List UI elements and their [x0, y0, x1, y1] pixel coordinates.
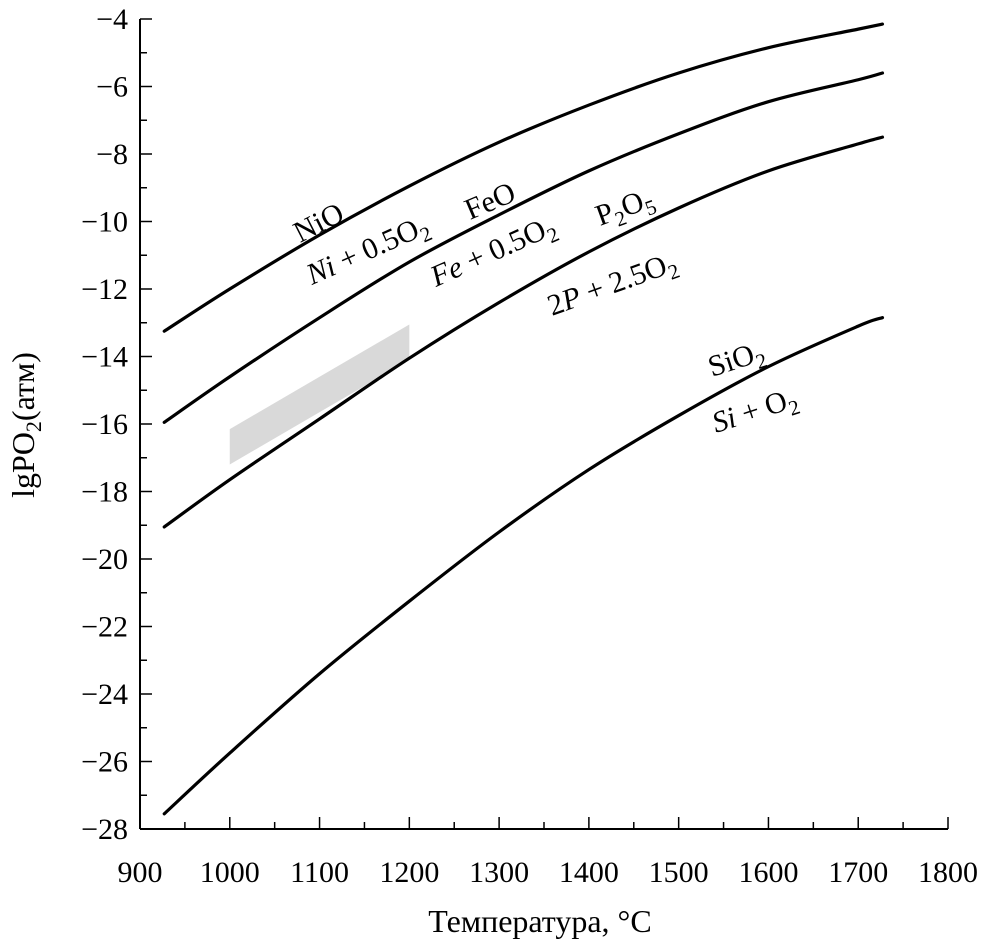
y-tick-label: −24	[81, 678, 128, 711]
y-tick-label: −28	[81, 813, 128, 846]
curve-line-4	[162, 316, 885, 816]
y-axis-title-sub: 2	[21, 421, 46, 432]
label-p2o5: P2O5	[591, 181, 660, 237]
x-tick-label: 1700	[828, 856, 888, 889]
y-tick-label: −6	[96, 71, 128, 104]
x-tick-label: 1100	[290, 856, 349, 889]
y-tick-label: −18	[81, 476, 128, 509]
shaded-region	[229, 324, 410, 465]
y-tick-label: −20	[81, 543, 128, 576]
y-tick-label: −22	[81, 611, 128, 644]
y-tick-label: −12	[81, 273, 128, 306]
y-tick-label: −14	[81, 341, 128, 374]
x-tick-label: 1000	[200, 856, 260, 889]
y-axis-title-main: lgPO	[5, 432, 41, 498]
label-sio2: SiO2	[704, 335, 770, 389]
curve-line-2	[162, 71, 885, 424]
y-tick-label: −16	[81, 408, 128, 441]
label-si-oxidation: Si + O2	[708, 381, 803, 444]
x-tick-label: 1200	[379, 856, 439, 889]
curve-line-3	[162, 135, 885, 529]
y-tick-label: −26	[81, 746, 128, 779]
y-tick-label: −10	[81, 206, 128, 239]
y-tick-label: −8	[96, 138, 128, 171]
y-axis-title-unit: (атм)	[5, 352, 41, 421]
chart-axes: 900 1000 1100 1200 1300 1400 1500 1600 1700 1800 −…	[81, 3, 978, 889]
x-tick-label: 1300	[469, 856, 529, 889]
curve-line-1	[162, 22, 885, 333]
x-tick-label: 1500	[649, 856, 709, 889]
label-fe-oxidation: Fe + 0.5O2	[425, 209, 563, 298]
y-tick-label: −4	[96, 3, 128, 36]
label-p-oxidation: 2P + 2.5O2	[543, 245, 683, 327]
y-axis-title: lgPO2(атм)	[5, 352, 46, 498]
label-nio: NiO	[288, 196, 349, 249]
label-feo: FeO	[460, 176, 520, 227]
curves	[162, 22, 885, 816]
x-tick-label: 1800	[918, 856, 978, 889]
x-tick-label: 1400	[559, 856, 619, 889]
x-axis-title: Температура, °C	[428, 903, 651, 939]
x-tick-label: 900	[118, 856, 163, 889]
x-tick-label: 1600	[738, 856, 798, 889]
